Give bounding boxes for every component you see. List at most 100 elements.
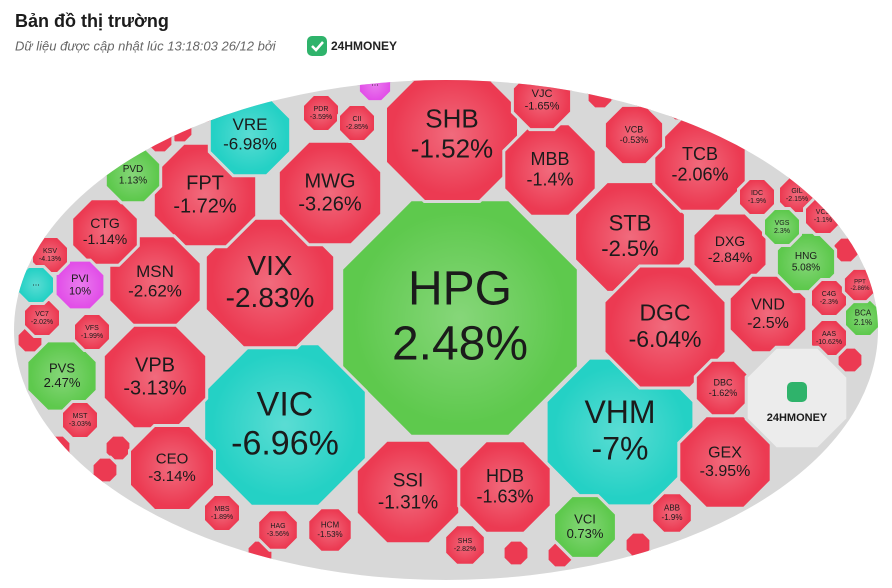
change: -2.83% — [226, 282, 315, 313]
ticker: VCB — [625, 124, 644, 134]
change: -1.63% — [476, 487, 533, 507]
cell-shine — [360, 80, 390, 100]
cell-shine — [683, 420, 767, 504]
ticker: VCS — [816, 209, 831, 216]
cell-shine — [806, 199, 840, 233]
cell-shine — [304, 96, 338, 130]
change: 2.3% — [774, 228, 790, 235]
ticker: HPG — [408, 262, 512, 315]
change: -1.72% — [173, 195, 237, 217]
change: -3.56% — [267, 531, 289, 538]
change: -2.02% — [31, 319, 53, 326]
ticker: VND — [751, 296, 785, 313]
change: -1.31% — [378, 492, 438, 513]
cell-shine — [63, 403, 97, 437]
cell-shine — [211, 351, 359, 499]
change: -3.14% — [148, 468, 196, 485]
cell-shine — [33, 238, 67, 272]
page-title: Bản đồ thị trường — [15, 11, 169, 31]
ticker: BCA — [855, 309, 872, 318]
ticker: CII — [353, 116, 362, 123]
ticker: MWG — [304, 170, 355, 192]
ticker: CEO — [156, 451, 189, 468]
cell-shine — [779, 235, 833, 289]
cell-shine — [19, 268, 53, 302]
cell-shine — [133, 429, 211, 507]
cell-shine — [845, 270, 875, 300]
ticker: PVS — [49, 360, 75, 375]
ticker: MST — [73, 413, 89, 420]
ticker: MSN — [136, 262, 174, 281]
ticker: SHB — [425, 104, 478, 134]
cell-shine — [733, 279, 803, 349]
cell-shine — [353, 211, 567, 425]
ticker: DXG — [715, 233, 745, 249]
change: -1.89% — [211, 514, 233, 521]
cell-shine — [108, 330, 202, 424]
ticker: PPT — [854, 279, 866, 285]
ticker: DBC — [713, 377, 733, 387]
change: 5.08% — [792, 263, 820, 274]
ticker: PVD — [123, 164, 144, 175]
change: 2.47% — [44, 375, 81, 390]
filler-cell — [501, 538, 531, 568]
change: -1.9% — [748, 198, 766, 205]
cell-shine — [75, 202, 135, 262]
cell-shine — [580, 187, 680, 287]
logo-icon — [787, 382, 807, 402]
cell-shine — [75, 315, 109, 349]
change: -1.14% — [83, 231, 127, 247]
cell-shine — [340, 106, 374, 140]
change: -6.04% — [629, 326, 702, 352]
cell-shine — [463, 445, 547, 529]
ticker: VIC — [257, 385, 314, 423]
ticker: TCB — [682, 144, 718, 164]
change: 10% — [69, 286, 91, 298]
more: ... — [371, 77, 379, 87]
change: -2.82% — [454, 546, 476, 553]
cell-shine — [25, 301, 59, 335]
ticker: HNG — [795, 251, 817, 262]
change: -1.99% — [81, 333, 103, 340]
cell-shine — [205, 496, 239, 530]
ticker: PVI — [71, 273, 89, 285]
change: -3.59% — [310, 114, 332, 121]
change: -1.53% — [317, 530, 342, 539]
cell-shine — [57, 262, 103, 308]
ticker: VHM — [584, 394, 655, 430]
change: -0.53% — [620, 135, 649, 145]
ticker: PDR — [314, 106, 329, 113]
ticker: VGS — [775, 220, 790, 227]
ticker: DGC — [639, 299, 690, 325]
ticker: ABB — [664, 504, 680, 513]
cell-shine — [30, 344, 94, 408]
ticker: GIL — [791, 188, 802, 195]
change: 1.13% — [119, 176, 147, 187]
ticker: VCI — [574, 511, 596, 526]
cell-shine — [812, 281, 846, 315]
ticker: HDB — [486, 466, 524, 486]
cell-shine — [310, 510, 350, 550]
ticker: VRE — [233, 115, 268, 134]
change: -2.5% — [747, 315, 789, 332]
change: -1.52% — [411, 133, 493, 163]
change: -6.98% — [223, 135, 277, 154]
ticker: VC7 — [35, 311, 49, 318]
brand-logo — [307, 36, 327, 56]
filler-cell — [103, 433, 133, 463]
change: -3.26% — [298, 193, 362, 215]
change: -1.1% — [814, 217, 832, 224]
change: -2.3% — [820, 299, 838, 306]
cell-shine — [653, 494, 691, 532]
change: -2.85% — [346, 124, 368, 131]
change: -10.62% — [816, 339, 842, 346]
ticker: C4G — [822, 291, 836, 298]
change: -2.86% — [850, 286, 870, 292]
logo-text: 24HMONEY — [767, 412, 828, 424]
ticker: VFS — [85, 325, 99, 332]
change: -2.62% — [128, 282, 182, 301]
ticker: CTG — [90, 215, 120, 231]
